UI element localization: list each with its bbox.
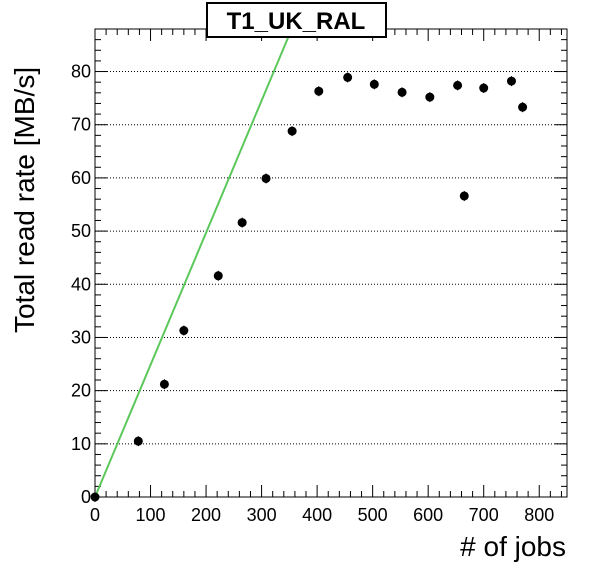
data-point [237,218,247,228]
x-tick-label: 400 [302,505,332,525]
data-point [518,102,528,112]
data-point [314,86,324,96]
chart-title: T1_UK_RAL [227,8,366,35]
data-point [369,79,379,89]
y-tick-label: 70 [71,115,91,135]
reference-line-segment [94,30,292,498]
y-tick-label: 10 [71,434,91,454]
x-tick-label: 800 [524,505,554,525]
data-point [133,436,143,446]
y-tick-label: 0 [81,487,91,507]
data-points [90,72,528,502]
y-tick-label: 80 [71,62,91,82]
x-axis-title: # of jobs [460,531,566,562]
y-tick-label: 20 [71,381,91,401]
data-point [343,72,353,82]
y-tick-label: 40 [71,274,91,294]
data-point [425,92,435,102]
y-tick-label: 60 [71,168,91,188]
x-tick-label: 0 [90,505,100,525]
x-tick-label: 100 [136,505,166,525]
x-tick-label: 300 [247,505,277,525]
data-point [459,191,469,201]
x-tick-labels: 0 100 200 300 400 500 600 700 800 [90,505,554,525]
data-point [261,173,271,183]
x-tick-label: 700 [469,505,499,525]
data-point [287,126,297,136]
x-tick-label: 200 [191,505,221,525]
data-point [506,76,516,86]
data-point [213,271,223,281]
y-tick-label: 30 [71,327,91,347]
data-point [159,379,169,389]
y-tick-label: 50 [71,221,91,241]
grid-lines [95,71,567,445]
y-axis-title: Total read rate [MB/s] [9,67,40,333]
data-point [453,80,463,90]
data-point [479,83,489,93]
plot-frame [94,28,568,498]
chart-title-box: T1_UK_RAL [206,2,387,38]
y-tick-labels: 0 10 20 30 40 50 60 70 80 [71,62,91,507]
data-point [397,87,407,97]
x-tick-label: 600 [413,505,443,525]
x-tick-label: 500 [358,505,388,525]
data-point [179,326,189,336]
axis-ticks [94,28,567,498]
data-point [90,492,100,502]
reference-line [94,30,292,498]
